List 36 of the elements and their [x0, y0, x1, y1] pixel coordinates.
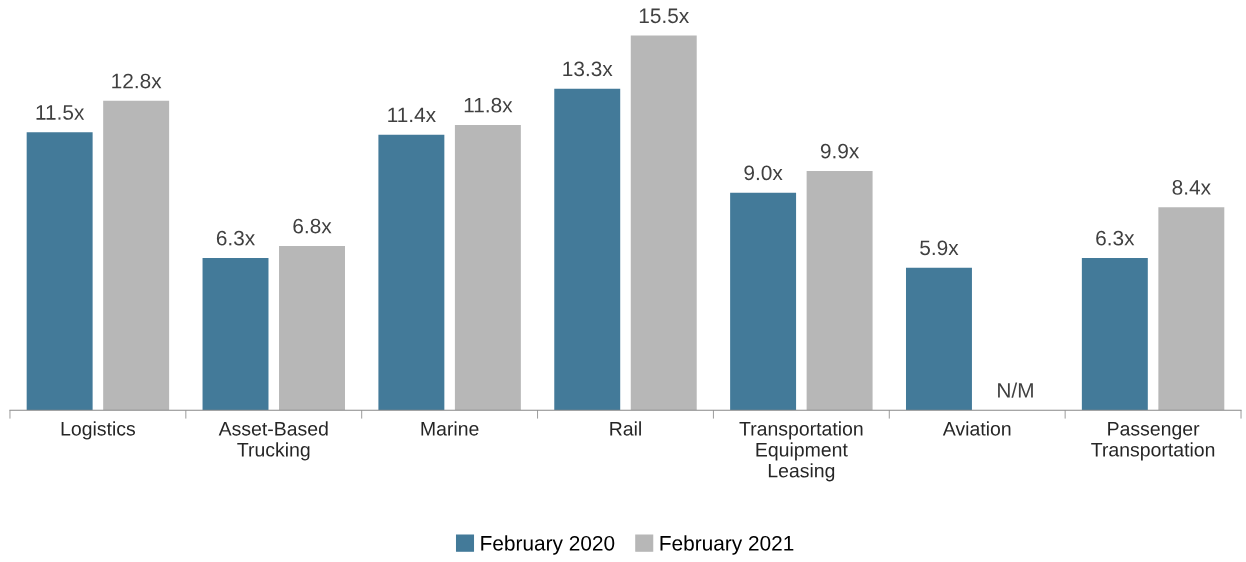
data-label: 13.3x: [563, 61, 613, 77]
legend-label: February 2021: [660, 535, 794, 555]
data-label: 9.0x: [744, 165, 783, 181]
bar: [554, 88, 621, 411]
data-label: 6.3x: [216, 230, 255, 246]
bar: [103, 100, 170, 411]
text: N/M: [998, 382, 1033, 398]
data-label: 12.8x: [112, 73, 162, 89]
x-tick-label: Rail: [610, 421, 641, 436]
x-tick-label: Transportation Equipment Leasing: [739, 421, 863, 482]
x-tick-label: Asset-Based Trucking: [218, 421, 328, 461]
bar: [202, 257, 269, 411]
bar: [906, 267, 972, 411]
bar: [630, 35, 697, 411]
bar: [806, 170, 873, 411]
data-label: 5.9x: [920, 240, 959, 256]
bar: [730, 192, 797, 411]
data-label: 9.9x: [820, 143, 860, 159]
bar: [1081, 257, 1148, 411]
x-tick-label: Passenger Transportation: [1091, 422, 1215, 461]
legend-label: February 2020: [481, 535, 615, 555]
data-label: 15.5x: [639, 8, 689, 24]
data-label: 11.5x: [36, 105, 85, 120]
data-label: 11.4x: [388, 107, 436, 123]
data-label: 6.8x: [293, 218, 332, 234]
data-label: 8.4x: [1172, 180, 1211, 195]
bar: [454, 125, 521, 411]
bar: [1158, 207, 1225, 411]
x-tick-label: Aviation: [942, 421, 1011, 436]
x-tick-label: Logistics: [61, 421, 136, 440]
bar: [26, 132, 93, 411]
bar: [378, 134, 445, 411]
data-label: 11.8x: [464, 97, 513, 113]
data-label: 6.3x: [1096, 230, 1135, 246]
bar: [279, 245, 345, 411]
x-tick-label: Marine: [421, 421, 479, 436]
